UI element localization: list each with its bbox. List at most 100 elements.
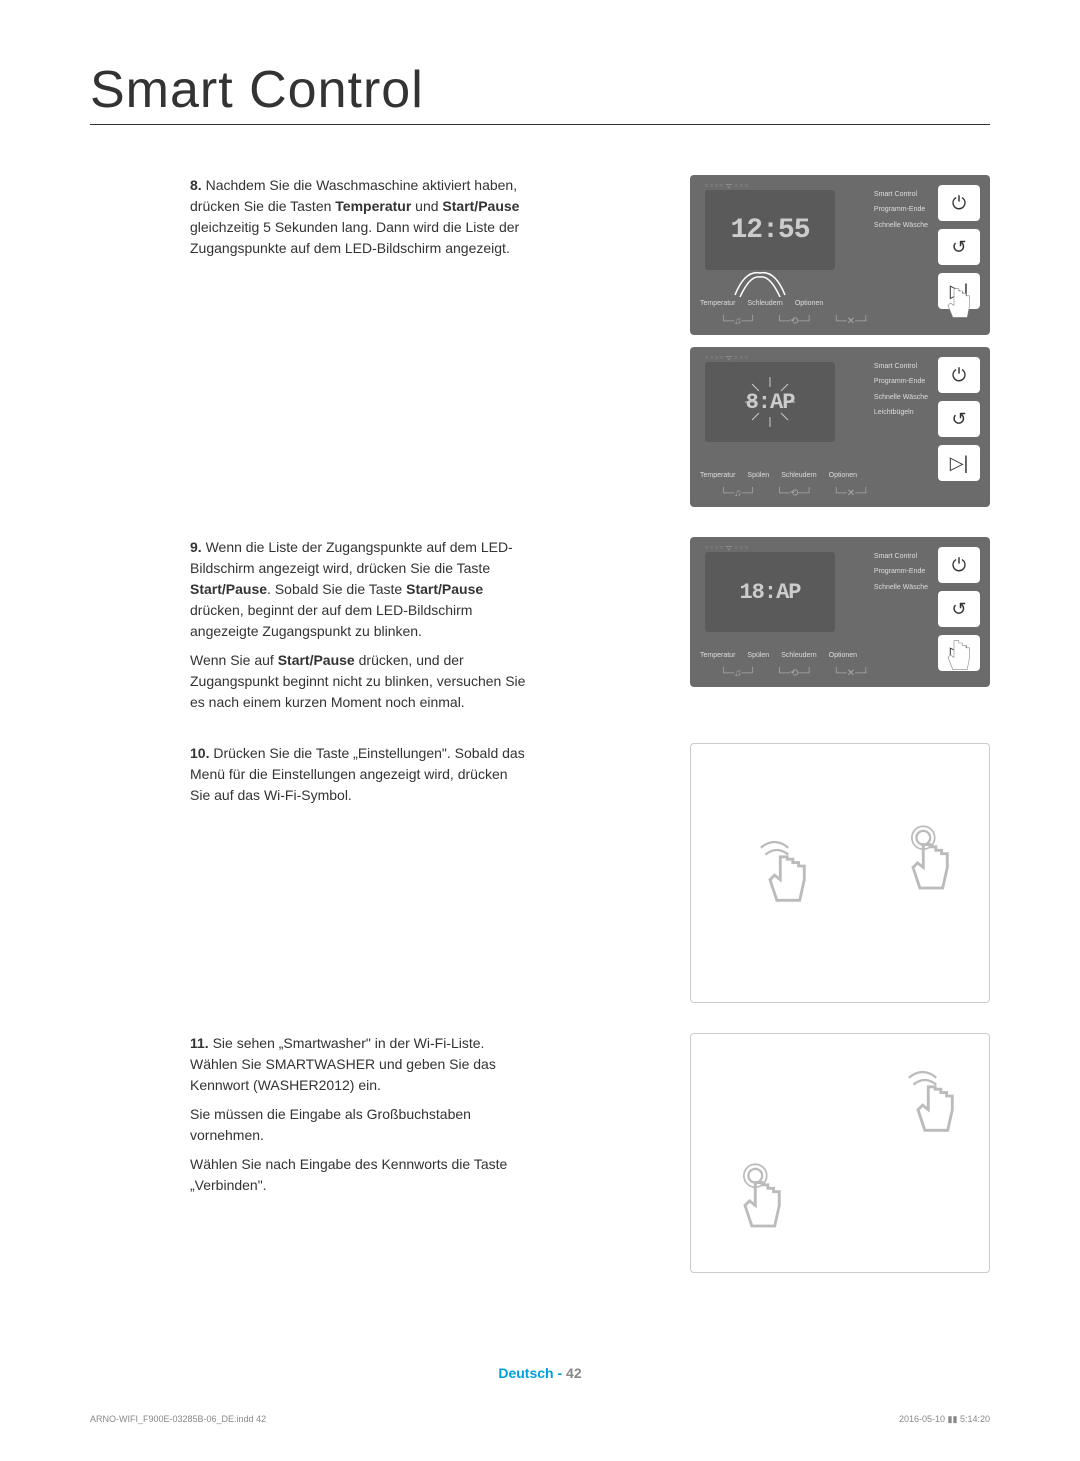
panel-display-2: 8:AP: [705, 362, 835, 442]
panel-right-labels-3: Smart Control Programm-Ende Schnelle Wäs…: [874, 549, 928, 595]
footer-page: 42: [566, 1365, 582, 1381]
lbl-leicht-2: Leichtbügeln: [874, 405, 928, 420]
indd-metadata: ARNO-WIFI_F900E-03285B-06_DE.indd 42 201…: [90, 1414, 990, 1425]
step-8-mid1: und: [411, 198, 442, 214]
lbl-prog-3: Programm-Ende: [874, 564, 928, 579]
step-8-bold2: Start/Pause: [442, 198, 519, 214]
indd-timestamp: 2016-05-10 ▮▮ 5:14:20: [899, 1414, 990, 1425]
bi3-3: └─✕─┘: [833, 668, 870, 679]
panel-right-labels-1: Smart Control Programm-Ende Schnelle Wäs…: [874, 187, 928, 233]
step-11-images: [550, 1033, 990, 1273]
lbl-smart: Smart Control: [874, 187, 928, 202]
bi2-3: └─✕─┘: [833, 488, 870, 499]
step-8-images: ▫ ▫ ▫ ▫ ᯤ ▫ ▫ ▫ 12:55 Smart Control Prog…: [550, 175, 990, 507]
eco-button-icon: ↺: [938, 401, 980, 437]
ap-display-2: 8:AP: [746, 390, 795, 415]
time-display: 12:55: [730, 215, 809, 246]
bi3-1: └─♫─┘: [720, 668, 756, 679]
bi-1: └─♫─┘: [720, 316, 756, 327]
step-10-images: [550, 743, 990, 1003]
bi2-2: └─⟲─┘: [776, 488, 813, 499]
power-button-icon: ⏻: [938, 185, 980, 221]
play-button-icon: ▷|: [938, 445, 980, 481]
step-8-bold1: Temperatur: [335, 198, 411, 214]
panel-buttons-2: ⏻ ↺ ▷|: [938, 357, 980, 481]
lbl-opt-2: Optionen: [829, 472, 857, 479]
swipe-lines-icon: [730, 265, 790, 305]
step-9-num: 9.: [190, 539, 202, 555]
step-11-row: 11. Sie sehen „Smartwasher" in der Wi-Fi…: [90, 1033, 990, 1273]
lbl-schnell-2: Schnelle Wäsche: [874, 390, 928, 405]
step-8-suf: gleichzeitig 5 Sekunden lang. Dann wird …: [190, 219, 519, 256]
lbl-schnell: Schnelle Wäsche: [874, 218, 928, 233]
step-10-num: 10.: [190, 745, 209, 761]
panel-bottom-icons-1: └─♫─┘ └─⟲─┘ └─✕─┘: [720, 316, 869, 327]
step-11-p3: Wählen Sie nach Eingabe des Kennworts di…: [190, 1154, 530, 1196]
swipe-hand-icon: [751, 834, 821, 914]
bi-2: └─⟲─┘: [776, 316, 813, 327]
lbl-spul-3: Spülen: [747, 652, 769, 659]
panel-display-1: 12:55: [705, 190, 835, 270]
s9-m1: . Sobald Sie die Taste: [267, 581, 406, 597]
step-11-text: 11. Sie sehen „Smartwasher" in der Wi-Fi…: [90, 1033, 530, 1196]
step-9-images: ▫ ▫ ▫ ▫ ᯤ ▫ ▫ ▫ 18:AP Smart Control Prog…: [550, 537, 990, 687]
panel-bottom-icons-2: └─♫─┘ └─⟲─┘ └─✕─┘: [720, 488, 869, 499]
step-9-row: 9. Wenn die Liste der Zugangspunkte auf …: [90, 537, 990, 713]
step-11-p1: Sie sehen „Smartwasher" in der Wi-Fi-Lis…: [190, 1035, 496, 1093]
bi2-1: └─♫─┘: [720, 488, 756, 499]
step-11-num: 11.: [190, 1035, 209, 1051]
swipe-hand-icon: [899, 1064, 969, 1144]
s9-suf: drücken, beginnt der auf dem LED-Bildsch…: [190, 602, 472, 639]
control-panel-1: ▫ ▫ ▫ ▫ ᯤ ▫ ▫ ▫ 12:55 Smart Control Prog…: [690, 175, 990, 335]
step-8-num: 8.: [190, 177, 202, 193]
power-button-icon: ⏻: [938, 547, 980, 583]
lbl-smart-2: Smart Control: [874, 359, 928, 374]
wifi-list-screenshot: [690, 1033, 990, 1273]
step-10-text: 10. Drücken Sie die Taste „Einstellungen…: [90, 743, 530, 806]
bi-3: └─✕─┘: [833, 316, 870, 327]
lbl-spul-2: Spülen: [747, 472, 769, 479]
lbl-schleu-2: Schleudern: [781, 472, 816, 479]
bi3-2: └─⟲─┘: [776, 668, 813, 679]
lbl-smart-3: Smart Control: [874, 549, 928, 564]
control-panel-3: ▫ ▫ ▫ ▫ ᯤ ▫ ▫ ▫ 18:AP Smart Control Prog…: [690, 537, 990, 687]
s9-p2-pre: Wenn Sie auf: [190, 652, 278, 668]
page-footer: Deutsch - 42: [0, 1365, 1080, 1381]
control-panel-2: ▫ ▫ ▫ ▫ ᯤ ▫ ▫ ▫ 8:AP Smart Control Progr…: [690, 347, 990, 507]
step-10-row: 10. Drücken Sie die Taste „Einstellungen…: [90, 743, 990, 1003]
indd-file: ARNO-WIFI_F900E-03285B-06_DE.indd 42: [90, 1414, 266, 1425]
s9-b1: Start/Pause: [190, 581, 267, 597]
step-11-p2: Sie müssen die Eingabe als Großbuchstabe…: [190, 1104, 530, 1146]
lbl-opt-3: Optionen: [829, 652, 857, 659]
tap-hand-icon: [936, 279, 984, 327]
s9-p2-b: Start/Pause: [278, 652, 355, 668]
footer-lang: Deutsch -: [498, 1365, 566, 1381]
lbl-prog: Programm-Ende: [874, 202, 928, 217]
lbl-temp-2: Temperatur: [700, 472, 735, 479]
eco-button-icon: ↺: [938, 229, 980, 265]
step-10-body: Drücken Sie die Taste „Einstellungen". S…: [190, 745, 525, 803]
panel-display-3: 18:AP: [705, 552, 835, 632]
lbl-opt: Optionen: [795, 300, 823, 307]
tap-hand-icon: [731, 1162, 791, 1242]
lbl-prog-2: Programm-Ende: [874, 374, 928, 389]
panel-bottom-icons-3: └─♫─┘ └─⟲─┘ └─✕─┘: [720, 668, 869, 679]
step-9-text: 9. Wenn die Liste der Zugangspunkte auf …: [90, 537, 530, 713]
page-title: Smart Control: [90, 60, 990, 125]
lbl-schleu-3: Schleudern: [781, 652, 816, 659]
ap-display-3: 18:AP: [739, 580, 800, 605]
s9-pre: Wenn die Liste der Zugangspunkte auf dem…: [190, 539, 513, 576]
panel-bottom-labels-2: Temperatur Spülen Schleudern Optionen: [700, 472, 857, 479]
lbl-temp-3: Temperatur: [700, 652, 735, 659]
settings-screenshot: [690, 743, 990, 1003]
eco-button-icon: ↺: [938, 591, 980, 627]
panel-bottom-labels-3: Temperatur Spülen Schleudern Optionen: [700, 652, 857, 659]
tap-hand-icon: [899, 824, 959, 904]
lbl-schnell-3: Schnelle Wäsche: [874, 580, 928, 595]
step-8-row: 8. Nachdem Sie die Waschmaschine aktivie…: [90, 175, 990, 507]
power-button-icon: ⏻: [938, 357, 980, 393]
panel-right-labels-2: Smart Control Programm-Ende Schnelle Wäs…: [874, 359, 928, 421]
s9-b2: Start/Pause: [406, 581, 483, 597]
tap-hand-icon: [936, 631, 984, 679]
s9-para2: Wenn Sie auf Start/Pause drücken, und de…: [190, 650, 530, 713]
